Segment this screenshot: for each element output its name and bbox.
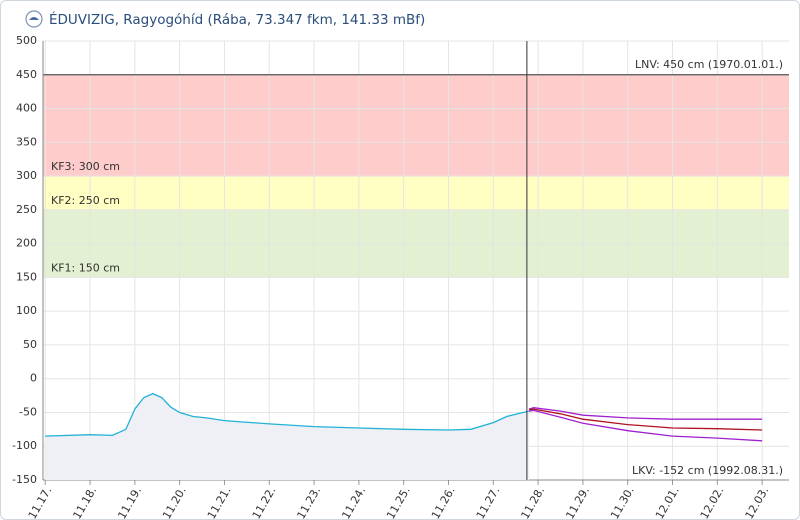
x-tick-label: 11.25.: [384, 485, 413, 520]
x-tick-label: 11.18.: [70, 485, 99, 520]
y-tick-label: 150: [16, 270, 37, 283]
x-tick-label: 11.22.: [250, 485, 279, 520]
x-tick-label: 11.29.: [563, 485, 592, 520]
band-label: KF3: 300 cm: [51, 160, 120, 173]
y-tick-label: 250: [16, 203, 37, 216]
band-label: KF2: 250 cm: [51, 194, 120, 207]
x-tick-label: 11.23.: [295, 485, 324, 520]
y-tick-label: -100: [12, 439, 37, 452]
x-tick-label: 11.30.: [608, 485, 637, 520]
x-tick-label: 12.02.: [698, 485, 727, 520]
area: [45, 393, 530, 480]
x-tick-label: 11.24.: [339, 485, 368, 520]
x-tick-label: 11.27.: [474, 485, 503, 519]
level-label: LKV: -152 cm (1992.08.31.): [632, 464, 783, 477]
x-tick-label: 11.20.: [160, 485, 189, 520]
y-tick-label: -150: [12, 473, 37, 486]
x-tick-label: 11.19.: [115, 485, 144, 520]
x-tick-label: 12.01.: [653, 485, 682, 520]
threshold-band: [43, 176, 789, 210]
series-line: [45, 392, 530, 437]
y-tick-label: 300: [16, 169, 37, 182]
threshold-band: [43, 74, 789, 177]
series-line: [529, 408, 763, 431]
series-line: [529, 409, 763, 442]
y-tick-label: -50: [19, 405, 37, 418]
x-tick-label: 11.17.: [26, 485, 55, 520]
y-tick-label: 200: [16, 237, 37, 250]
x-tick-label: 11.21.: [205, 485, 234, 520]
y-tick-label: 350: [16, 135, 37, 148]
chart-title: ÉDUVIZIG, Ragyogóhíd (Rába, 73.347 fkm, …: [49, 11, 425, 28]
y-tick-label: 400: [16, 102, 37, 115]
series-line: [528, 407, 763, 420]
band-label: KF1: 150 cm: [51, 261, 120, 274]
x-tick-label: 11.26.: [429, 485, 458, 520]
x-tick-label: 11.28.: [519, 485, 548, 520]
y-tick-label: 500: [16, 34, 37, 47]
y-tick-label: 50: [23, 338, 37, 351]
level-label: LNV: 450 cm (1970.01.01.): [635, 58, 783, 71]
x-tick-label: 12.03.: [743, 485, 772, 520]
logo: [25, 10, 43, 28]
y-tick-label: 450: [16, 68, 37, 81]
y-tick-label: 100: [16, 304, 37, 317]
y-tick-label: 0: [30, 372, 37, 385]
